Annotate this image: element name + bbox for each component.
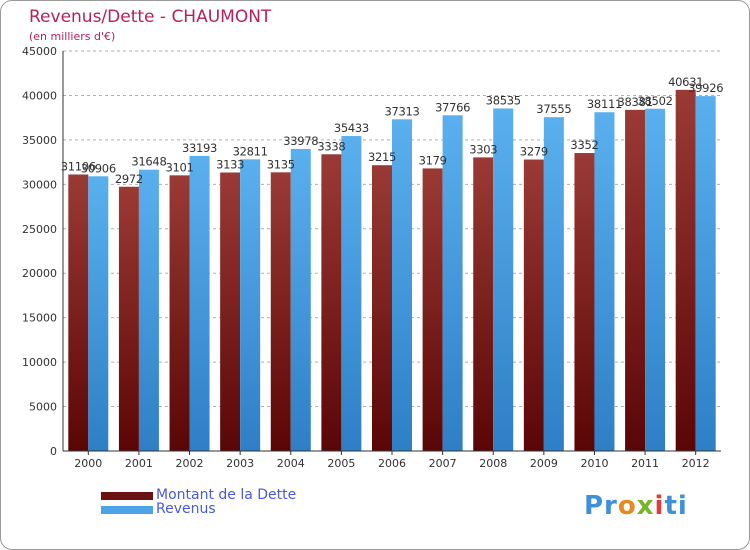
bar-revenus-2004	[290, 148, 311, 451]
bar-revenus-2012	[695, 96, 716, 451]
x-tick-label: 2010	[580, 457, 608, 470]
data-label-dette: 3303	[469, 142, 497, 156]
data-label-revenus: 30906	[81, 161, 116, 175]
x-tick-label: 2012	[682, 457, 710, 470]
bar-revenus-2010	[594, 112, 615, 451]
bar-dette-2008	[473, 157, 494, 451]
y-tick-label: 30000	[22, 178, 57, 191]
data-label-dette: 3338	[317, 139, 345, 153]
bar-dette-2003	[220, 172, 241, 451]
bar-revenus-2009	[543, 117, 564, 451]
y-tick-label: 35000	[22, 134, 57, 147]
data-label-revenus: 33978	[283, 134, 318, 148]
y-tick-label: 5000	[29, 401, 57, 414]
legend-label-revenus: Revenus	[156, 501, 216, 517]
bar-revenus-2002	[189, 155, 210, 451]
logo-part-4: i	[654, 491, 665, 521]
bar-dette-2006	[372, 165, 392, 452]
bar-dette-2007	[422, 168, 443, 451]
y-tick-label: 45000	[22, 45, 57, 58]
y-tick-label: 10000	[22, 356, 57, 369]
x-tick-label: 2007	[429, 457, 457, 470]
data-label-dette: 40631	[668, 75, 703, 89]
x-tick-label: 2009	[530, 457, 558, 470]
data-label-revenus: 39926	[688, 81, 723, 95]
legend-swatch-debt	[101, 492, 153, 500]
bar-revenus-2000	[88, 176, 109, 451]
y-tick-label: 25000	[22, 223, 57, 236]
bar-revenus-2003	[240, 159, 261, 451]
logo-part-2: o	[617, 491, 637, 521]
bar-revenus-2005	[341, 136, 362, 452]
data-label-revenus: 37555	[536, 102, 571, 116]
chart-subtitle: (en milliers d'€)	[29, 30, 116, 43]
x-tick-label: 2001	[125, 457, 153, 470]
legend-label-debt: Montant de la Dette	[156, 487, 297, 503]
bar-dette-2004	[270, 172, 291, 451]
x-tick-label: 2003	[226, 457, 254, 470]
data-label-dette: 3179	[419, 153, 447, 167]
logo-part-3: x	[636, 491, 655, 521]
data-label-dette: 38381	[618, 95, 653, 109]
bar-revenus-2008	[493, 108, 514, 451]
data-label-revenus: 38535	[486, 93, 521, 107]
bar-revenus-2006	[392, 119, 412, 451]
y-tick-label: 20000	[22, 267, 57, 280]
data-label-revenus: 31648	[131, 155, 166, 169]
x-tick-label: 2005	[327, 457, 355, 470]
logo-part-5: ti	[664, 491, 688, 521]
legend-swatch-revenus	[101, 506, 153, 514]
logo-part-1: Pr	[584, 491, 618, 521]
bar-dette-2000	[68, 174, 89, 451]
data-label-dette: 3279	[520, 145, 548, 159]
x-tick-label: 2000	[74, 457, 102, 470]
bar-dette-2002	[169, 175, 190, 451]
bar-dette-2009	[523, 159, 544, 451]
x-tick-label: 2011	[631, 457, 659, 470]
x-tick-label: 2002	[176, 457, 204, 470]
chart-title: Revenus/Dette - CHAUMONT	[29, 7, 272, 27]
bar-revenus-2011	[645, 108, 666, 451]
bar-dette-2005	[321, 154, 342, 451]
x-tick-label: 2004	[277, 457, 305, 470]
bar-dette-2011	[625, 109, 646, 451]
data-label-dette: 2972	[115, 172, 143, 186]
data-label-dette: 3101	[165, 160, 193, 174]
data-label-dette: 3135	[267, 157, 295, 171]
data-label-revenus: 35433	[334, 121, 369, 135]
bar-revenus-2001	[138, 169, 159, 451]
x-tick-label: 2008	[479, 457, 507, 470]
bar-dette-2001	[118, 186, 139, 451]
data-label-revenus: 38502	[638, 94, 673, 108]
data-label-dette: 3215	[368, 150, 396, 164]
data-label-revenus: 37313	[384, 104, 419, 118]
data-label-dette: 31106	[61, 160, 96, 174]
proxiti-logo: Proxiti	[584, 491, 688, 521]
data-label-dette: 3352	[570, 138, 598, 152]
y-tick-label: 0	[50, 445, 57, 458]
bar-dette-2010	[574, 153, 595, 451]
x-tick-label: 2006	[378, 457, 406, 470]
data-label-revenus: 32811	[233, 144, 268, 158]
data-label-revenus: 37766	[435, 100, 470, 114]
data-label-dette: 3133	[216, 158, 244, 172]
data-label-revenus: 38111	[587, 97, 622, 111]
bar-revenus-2007	[442, 115, 463, 452]
data-label-revenus: 33193	[182, 141, 217, 155]
bar-dette-2012	[675, 89, 696, 451]
y-tick-label: 40000	[22, 89, 57, 102]
y-tick-label: 15000	[22, 312, 57, 325]
